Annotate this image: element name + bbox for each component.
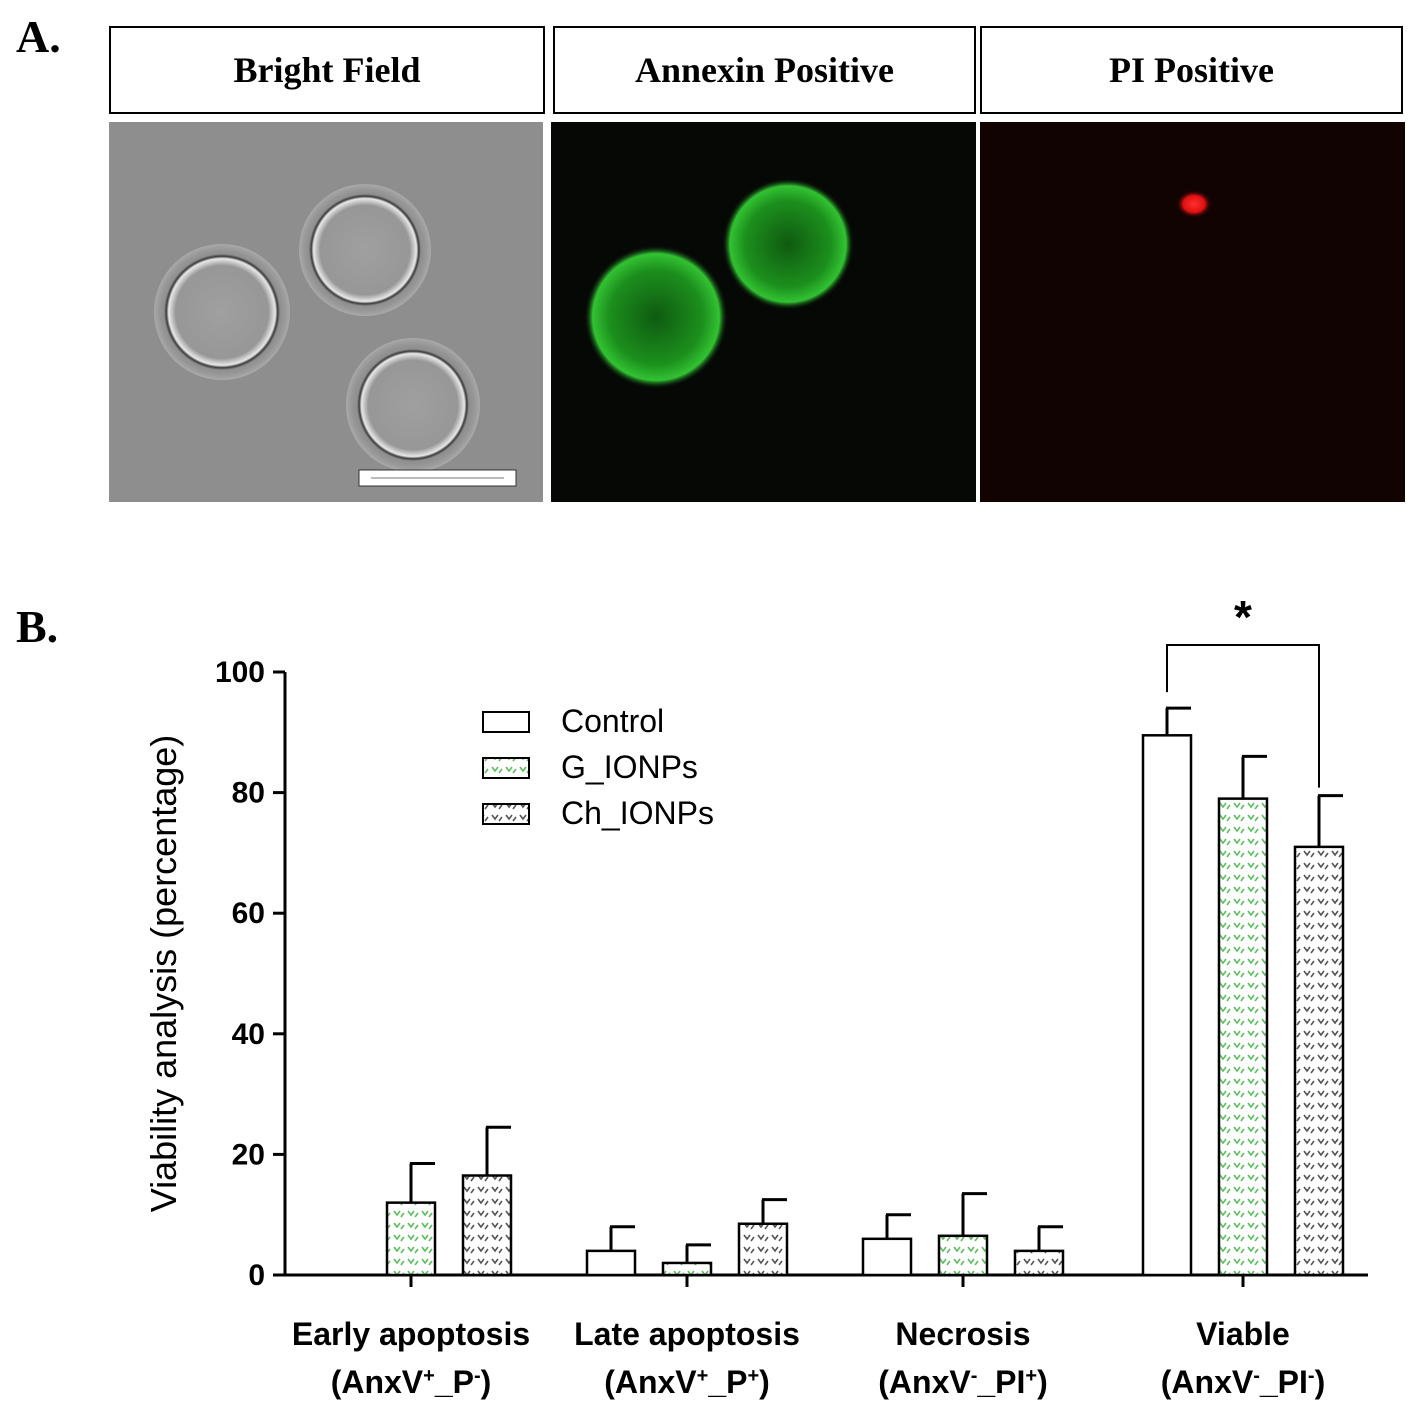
bar-g-ionps	[937, 1234, 989, 1277]
pi-image	[980, 122, 1405, 502]
category-sublabel: (AnxV-_PI+)	[878, 1364, 1048, 1400]
bar-g-ionps	[661, 1261, 713, 1277]
header-bright-field-label: Bright Field	[233, 50, 421, 90]
plot-area: 0 20 40 60 80 100 Viability analysis (percenta…	[143, 591, 1368, 1400]
category-label: Late apoptosis	[574, 1316, 800, 1352]
bar-g-ionps	[1217, 797, 1269, 1277]
header-bright-field: Bright Field	[109, 26, 545, 114]
bright-field-image	[109, 122, 543, 502]
header-pi-positive-label: PI Positive	[1109, 50, 1274, 90]
bar-ch-ionps	[1293, 845, 1345, 1277]
y-tick-label: 20	[232, 1138, 265, 1171]
legend-swatch	[482, 711, 530, 733]
viability-bar-chart: 0 20 40 60 80 100 Viability analysis (percenta…	[143, 591, 1368, 1400]
annexin-image	[551, 122, 976, 502]
legend-label: Ch_IONPs	[561, 795, 714, 831]
legend-label: G_IONPs	[561, 749, 698, 785]
y-tick-label: 40	[232, 1018, 265, 1051]
category-sublabel: (AnxV+_P-)	[331, 1364, 492, 1400]
significance-mark: *	[1234, 591, 1252, 643]
bar-control	[861, 1237, 913, 1277]
panel-a-letter: A.	[16, 11, 61, 62]
header-annexin-positive: Annexin Positive	[553, 26, 976, 114]
bar-g-ionps	[385, 1201, 437, 1277]
y-tick-label: 60	[232, 897, 265, 930]
bar-control	[1141, 734, 1193, 1277]
panel-b-letter: B.	[16, 601, 59, 652]
y-axis-label: Viability analysis (percentage)	[143, 735, 184, 1213]
pi-cells	[1176, 190, 1212, 218]
significance-bracket	[1166, 644, 1320, 788]
legend-swatch	[482, 803, 530, 825]
y-tick-label: 100	[215, 656, 265, 689]
category-label: Necrosis	[895, 1316, 1030, 1352]
bar-ch-ionps	[737, 1222, 789, 1277]
header-pi-positive: PI Positive	[980, 26, 1403, 114]
y-tick-label: 80	[232, 777, 265, 810]
category-label: Early apoptosis	[292, 1316, 530, 1352]
category-sublabel: (AnxV+_P+)	[604, 1364, 770, 1400]
category-label: Viable	[1196, 1316, 1290, 1352]
bar-ch-ionps	[1013, 1249, 1065, 1277]
legend-label: Control	[561, 703, 664, 739]
y-tick-label: 0	[248, 1259, 265, 1292]
legend-swatch	[482, 757, 530, 779]
annexin-cells	[584, 178, 854, 389]
header-annexin-positive-label: Annexin Positive	[634, 50, 894, 90]
bright-field-cells	[154, 184, 517, 487]
bar-control	[585, 1249, 637, 1277]
bar-ch-ionps	[461, 1174, 513, 1277]
category-sublabel: (AnxV-_PI-)	[1161, 1364, 1325, 1400]
